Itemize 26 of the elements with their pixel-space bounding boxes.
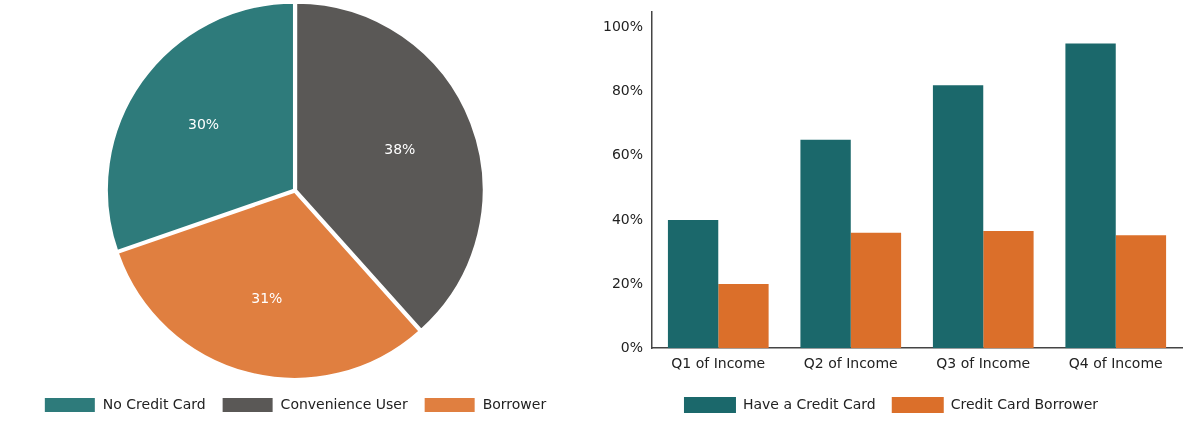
legend-label: Have a Credit Card (742, 395, 876, 412)
bar (718, 284, 769, 349)
x-tick-label: Q1 of Income (671, 355, 766, 372)
y-tick-label: 20% (611, 274, 644, 291)
y-tick-label: 80% (611, 82, 644, 99)
x-tick-label: Q2 of Income (803, 355, 898, 372)
y-tick-label: 40% (611, 210, 644, 227)
y-tick-label: 0% (620, 338, 644, 355)
bar (1065, 43, 1116, 349)
y-tick-label: 100% (602, 18, 644, 35)
bar (932, 85, 984, 349)
legend-label: No Credit Card (102, 395, 206, 412)
bar (850, 232, 902, 349)
data-label: 31% (251, 289, 283, 306)
data-label: 30% (188, 116, 220, 133)
data-label: 38% (384, 141, 416, 158)
bar (1115, 235, 1167, 349)
x-tick-label: Q4 of Income (1068, 355, 1163, 372)
legend-label: Convenience User (280, 395, 408, 412)
bar (983, 231, 1034, 349)
legend-label: Borrower (482, 395, 547, 412)
x-tick-label: Q3 of Income (936, 355, 1031, 372)
legend-label: Credit Card Borrower (950, 395, 1099, 412)
y-tick-label: 60% (611, 146, 644, 163)
bar (667, 219, 719, 349)
bar (800, 139, 851, 349)
